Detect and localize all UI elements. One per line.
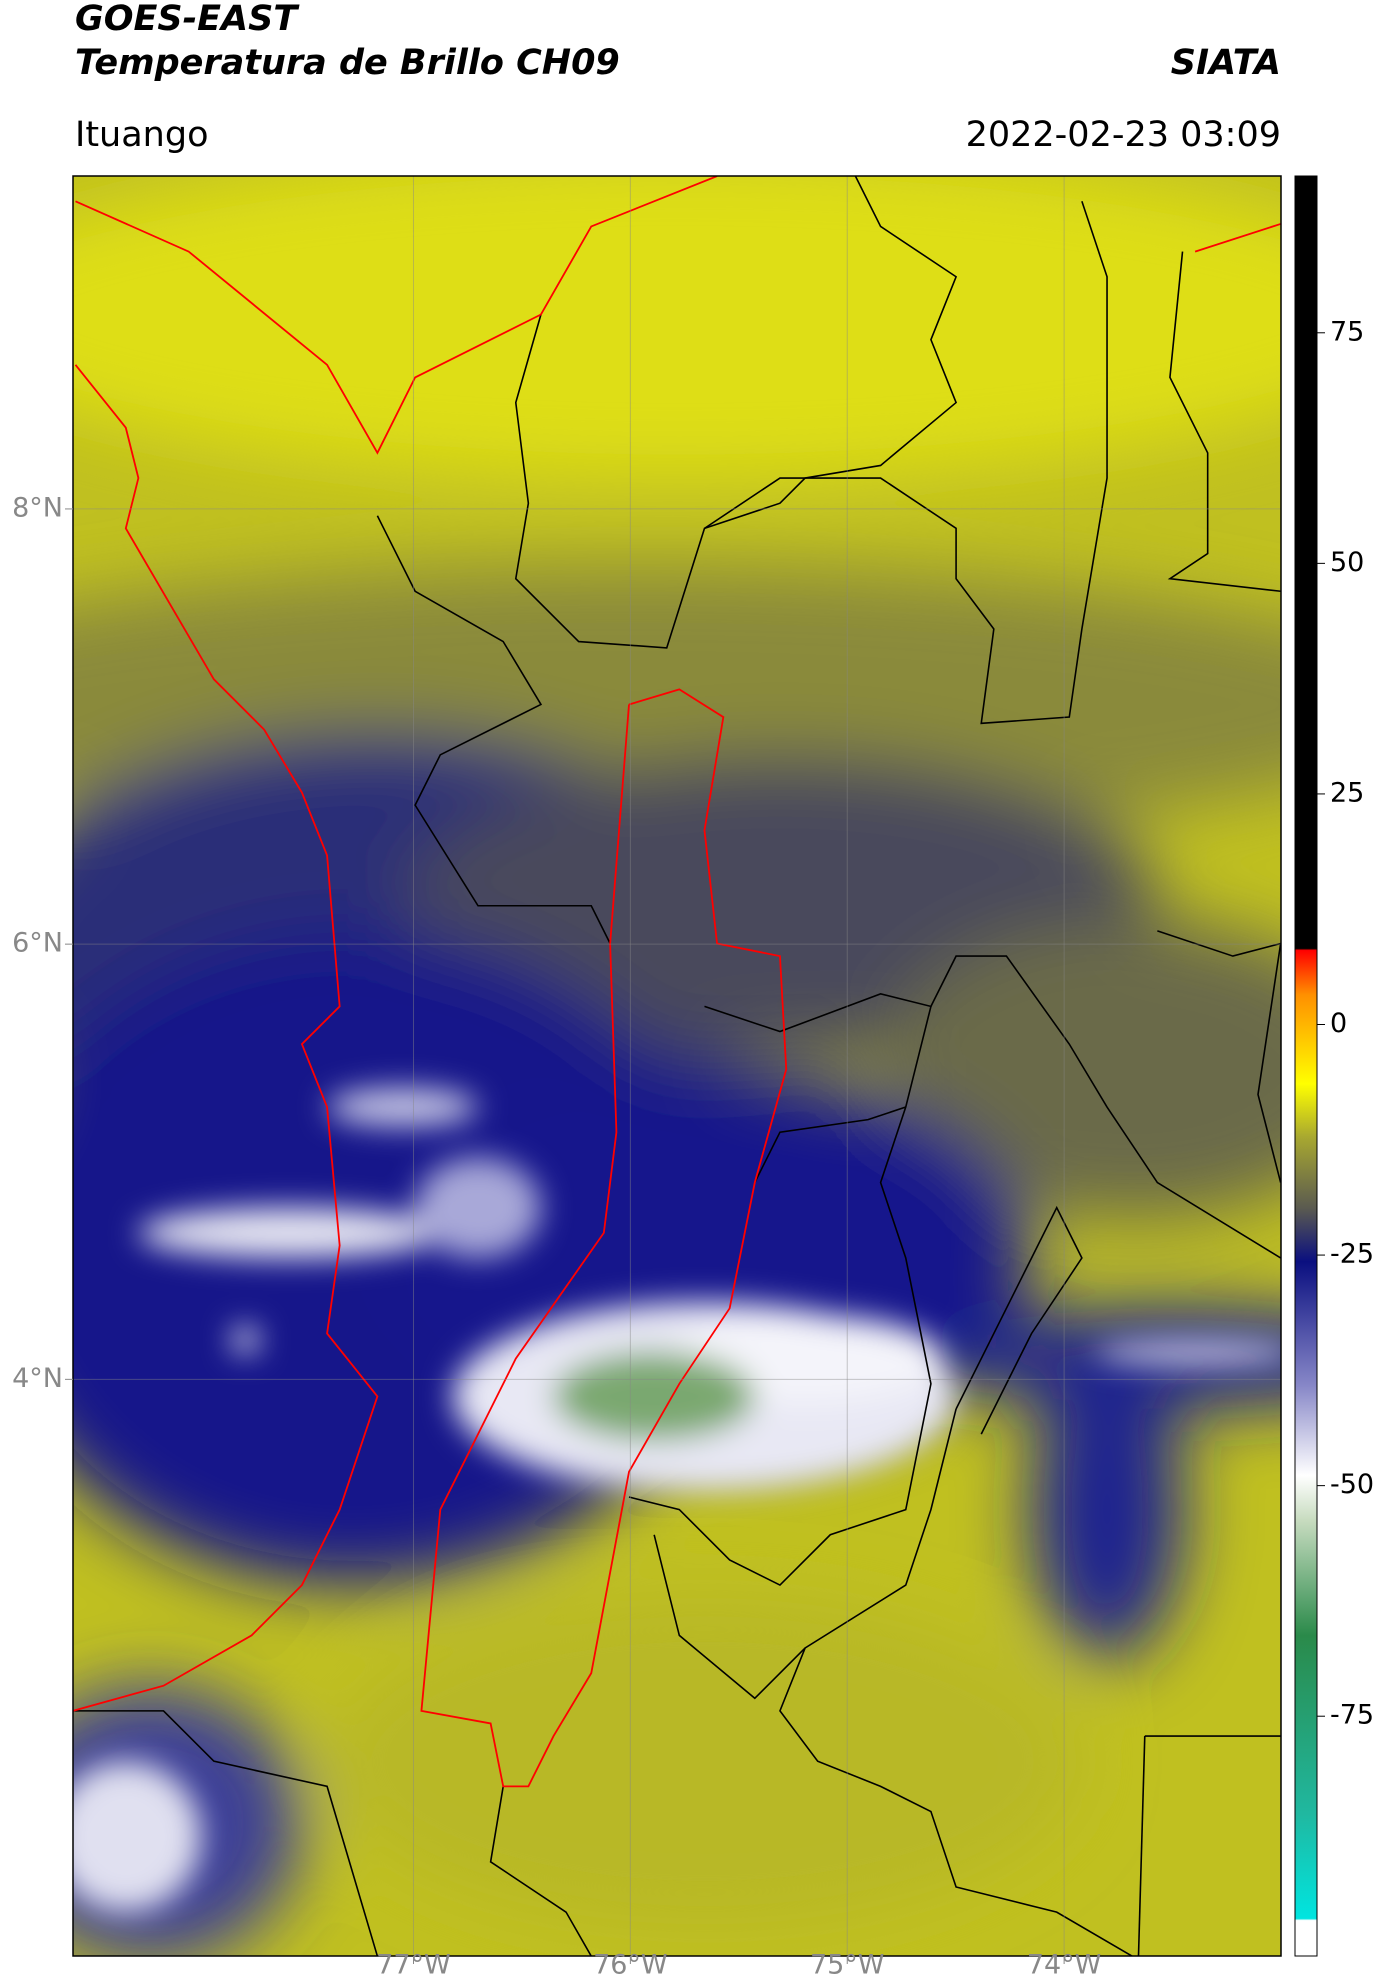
title: GOES-EAST — [75, 0, 300, 39]
coastline — [73, 176, 1281, 1786]
colorbar-tick-label: -75 — [1330, 1700, 1374, 1731]
colorbar-tick-label: -25 — [1330, 1239, 1374, 1270]
y-tick-label: 4°N — [12, 1363, 63, 1394]
map-frame — [72, 175, 1282, 1957]
source: SIATA — [1171, 43, 1281, 83]
colorbar-tick-label: -50 — [1330, 1469, 1374, 1500]
subtitle: Temperatura de Brillo CH09 — [75, 43, 620, 83]
x-tick-label: 77°W — [376, 1950, 451, 1981]
region: Ituango — [75, 115, 209, 155]
x-tick-label: 75°W — [810, 1950, 885, 1981]
colorbar-tick-label: 75 — [1330, 316, 1364, 347]
y-tick-label: 6°N — [12, 928, 63, 959]
colorbar-tick-label: 50 — [1330, 547, 1364, 578]
y-tick-label: 8°N — [12, 492, 63, 523]
grid — [73, 176, 1281, 1956]
x-tick-label: 74°W — [1027, 1950, 1102, 1981]
colorbar — [1294, 175, 1318, 1957]
map-image — [73, 176, 1281, 1956]
x-tick-label: 76°W — [593, 1950, 668, 1981]
colorbar-tick-label: 25 — [1330, 777, 1364, 808]
timestamp: 2022-02-23 03:09 — [966, 115, 1281, 155]
colorbar-tick-label: 0 — [1330, 1008, 1347, 1039]
borders — [73, 176, 1281, 1956]
